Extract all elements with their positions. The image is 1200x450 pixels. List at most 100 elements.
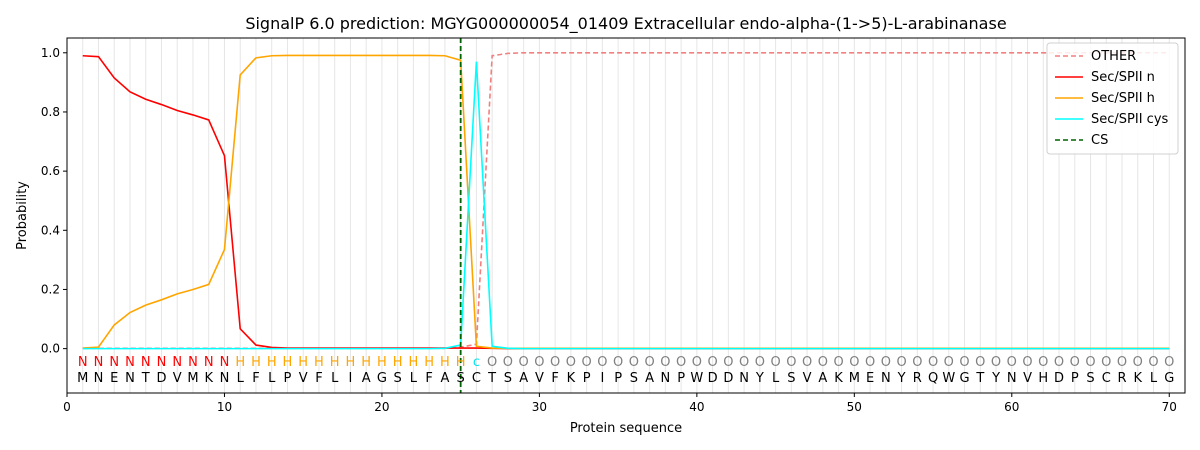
chart-title: SignalP 6.0 prediction: MGYG000000054_01… — [245, 14, 1006, 34]
region-label: O — [1117, 355, 1127, 370]
region-label: O — [692, 355, 702, 370]
residue-label: M — [849, 371, 860, 386]
residue-label: P — [583, 371, 591, 386]
residue-label: L — [1150, 371, 1158, 386]
region-label: H — [235, 355, 245, 370]
region-label: O — [1148, 355, 1158, 370]
region-label: O — [991, 355, 1001, 370]
series-line-sec-spii-n — [82, 54, 1170, 350]
region-label: O — [975, 355, 985, 370]
region-label: O — [550, 355, 560, 370]
residue-label: A — [362, 371, 371, 386]
residue-label: A — [440, 371, 449, 386]
region-label: O — [503, 355, 513, 370]
region-label: O — [755, 355, 765, 370]
residue-label: T — [487, 371, 496, 386]
x-tick-label: 20 — [374, 400, 389, 414]
region-label: N — [94, 355, 104, 370]
x-tick-label: 60 — [1004, 400, 1019, 414]
region-label: H — [330, 355, 340, 370]
x-tick-label: 10 — [217, 400, 232, 414]
residue-label: S — [1086, 371, 1094, 386]
region-label: N — [109, 355, 119, 370]
residue-label: I — [600, 371, 604, 386]
residue-label: D — [156, 371, 166, 386]
residue-label: G — [377, 371, 387, 386]
x-tick-label: 40 — [689, 400, 704, 414]
region-label: c — [473, 355, 480, 370]
y-tick-label: 0.2 — [41, 282, 60, 296]
residue-label: A — [818, 371, 827, 386]
region-label: N — [78, 355, 88, 370]
region-label: O — [881, 355, 891, 370]
region-label: N — [188, 355, 198, 370]
legend-label: Sec/SPII h — [1091, 91, 1155, 106]
region-label: H — [440, 355, 450, 370]
residue-label: K — [1133, 371, 1142, 386]
legend-label: Sec/SPII n — [1091, 70, 1155, 85]
region-label: N — [157, 355, 167, 370]
series-line-other — [82, 51, 1170, 350]
region-label: O — [1164, 355, 1174, 370]
region-label: O — [739, 355, 749, 370]
residue-label: L — [268, 371, 276, 386]
y-axis-label: Probability — [15, 181, 30, 250]
region-label: O — [1085, 355, 1095, 370]
residue-label: N — [1007, 371, 1017, 386]
residue-label: Y — [755, 371, 764, 386]
grid-lines — [82, 38, 1170, 393]
residue-label: N — [660, 371, 670, 386]
region-label: O — [1133, 355, 1143, 370]
region-label: H — [251, 355, 261, 370]
residue-label: W — [942, 371, 955, 386]
residue-label: R — [913, 371, 922, 386]
y-tick-label: 1.0 — [41, 46, 60, 60]
series-lines — [82, 38, 1170, 393]
residue-label: S — [630, 371, 638, 386]
residue-label: F — [551, 371, 558, 386]
region-label: O — [487, 355, 497, 370]
region-label: O — [1054, 355, 1064, 370]
residue-label: A — [519, 371, 528, 386]
residue-label: L — [331, 371, 339, 386]
residue-label: C — [472, 371, 481, 386]
region-label: N — [204, 355, 214, 370]
legend-label: Sec/SPII cys — [1091, 112, 1169, 127]
x-tick-label: 0 — [63, 400, 71, 414]
region-label: N — [141, 355, 151, 370]
region-label: O — [660, 355, 670, 370]
residue-label: N — [739, 371, 749, 386]
legend-label: CS — [1091, 133, 1108, 148]
region-label: H — [409, 355, 419, 370]
residue-label: L — [237, 371, 245, 386]
region-label: O — [1038, 355, 1048, 370]
region-label: O — [582, 355, 592, 370]
residue-label: S — [457, 371, 465, 386]
region-label: O — [1101, 355, 1111, 370]
legend-label: OTHER — [1091, 49, 1136, 64]
region-label: O — [865, 355, 875, 370]
residue-label: W — [690, 371, 703, 386]
region-label: O — [912, 355, 922, 370]
series-line-sec-spii-h — [82, 54, 1170, 350]
residue-label: N — [125, 371, 135, 386]
region-label: O — [629, 355, 639, 370]
residue-label: S — [787, 371, 795, 386]
region-label: O — [849, 355, 859, 370]
region-label: O — [645, 355, 655, 370]
residue-label: T — [975, 371, 984, 386]
residue-label: K — [567, 371, 576, 386]
residue-label: N — [881, 371, 891, 386]
residue-label: D — [708, 371, 718, 386]
residue-label: D — [723, 371, 733, 386]
region-label: O — [707, 355, 717, 370]
series-line-sec-spii-cys — [82, 61, 1170, 350]
x-axis-label: Protein sequence — [570, 421, 682, 436]
residue-label: A — [645, 371, 654, 386]
x-tick-label: 70 — [1162, 400, 1177, 414]
region-label: O — [928, 355, 938, 370]
residue-label: F — [252, 371, 259, 386]
residue-label: S — [394, 371, 402, 386]
residue-label: G — [1164, 371, 1174, 386]
residue-label: Q — [928, 371, 938, 386]
